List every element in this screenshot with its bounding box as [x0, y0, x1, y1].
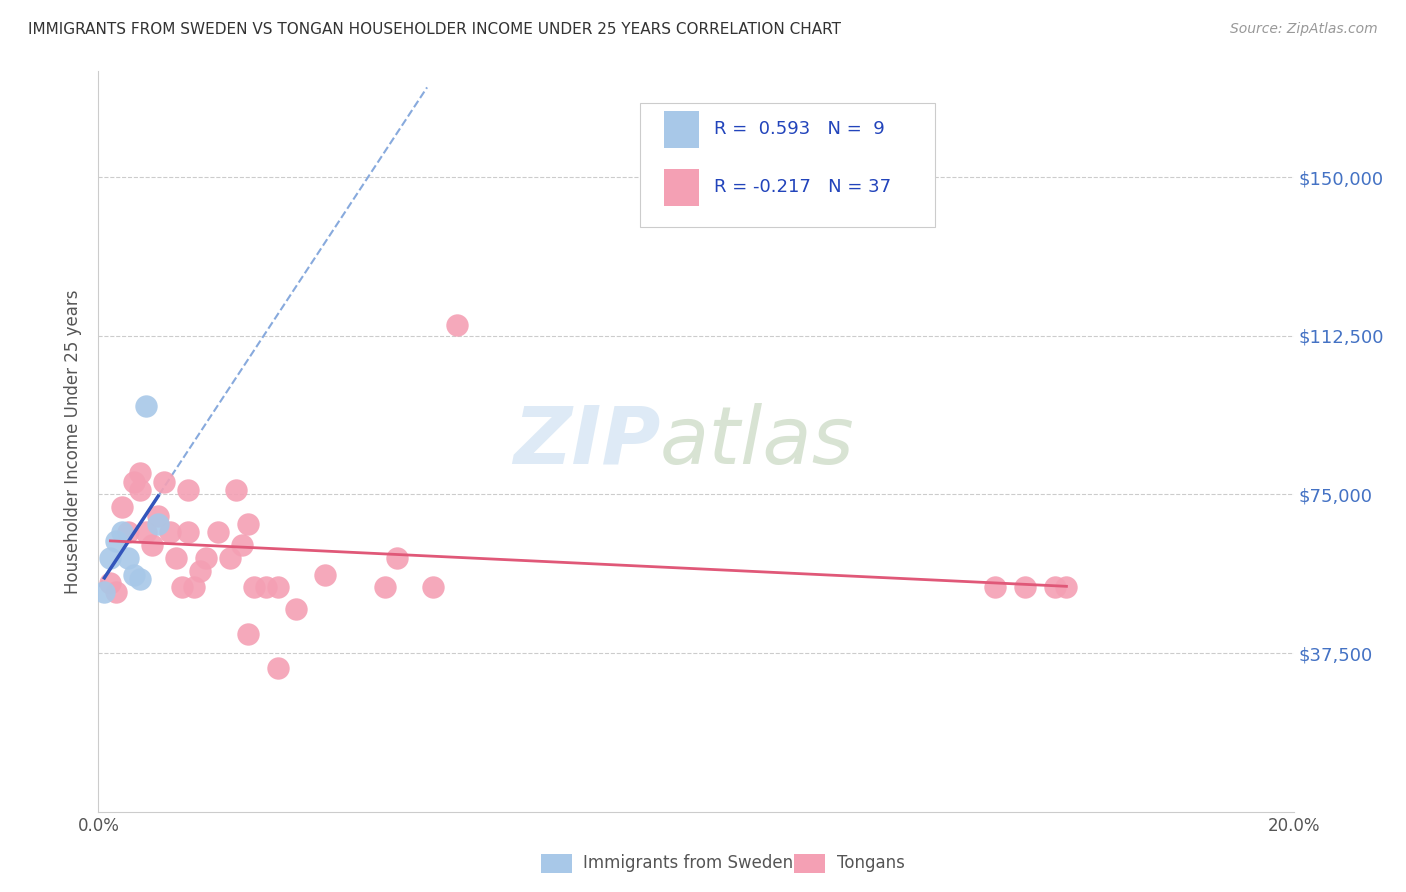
Point — [1014, 581, 1036, 595]
Point — [117, 525, 139, 540]
Point — [195, 550, 218, 565]
Point — [93, 584, 115, 599]
Point — [236, 627, 259, 641]
Point — [124, 567, 146, 582]
Point — [153, 475, 176, 489]
Point — [1056, 581, 1078, 595]
Y-axis label: Householder Income Under 25 years: Householder Income Under 25 years — [65, 289, 83, 594]
Point — [129, 572, 152, 586]
Point — [267, 661, 290, 675]
Point — [129, 483, 152, 498]
Text: Tongans: Tongans — [837, 855, 904, 872]
Point — [374, 581, 396, 595]
Point — [129, 467, 152, 481]
Point — [124, 475, 146, 489]
Point — [98, 550, 122, 565]
Point — [446, 318, 468, 333]
Point — [284, 601, 307, 615]
Point — [243, 581, 266, 595]
Point — [105, 584, 128, 599]
Point — [236, 516, 259, 531]
Point — [188, 564, 211, 578]
Point — [111, 500, 134, 515]
Point — [385, 550, 409, 565]
Point — [219, 550, 242, 565]
Point — [135, 525, 157, 540]
Point — [111, 525, 134, 540]
Point — [1043, 581, 1066, 595]
Point — [148, 508, 170, 523]
Point — [177, 525, 200, 540]
Point — [141, 538, 163, 552]
Point — [172, 581, 194, 595]
Point — [231, 538, 253, 552]
Text: R =  0.593   N =  9: R = 0.593 N = 9 — [714, 120, 884, 138]
Point — [984, 581, 1007, 595]
Point — [159, 525, 181, 540]
Point — [183, 581, 205, 595]
Point — [207, 525, 229, 540]
Point — [225, 483, 247, 498]
Point — [177, 483, 200, 498]
Text: Immigrants from Sweden: Immigrants from Sweden — [583, 855, 793, 872]
Point — [267, 581, 290, 595]
Text: IMMIGRANTS FROM SWEDEN VS TONGAN HOUSEHOLDER INCOME UNDER 25 YEARS CORRELATION C: IMMIGRANTS FROM SWEDEN VS TONGAN HOUSEHO… — [28, 22, 841, 37]
Point — [117, 550, 139, 565]
Point — [422, 581, 444, 595]
Point — [254, 581, 277, 595]
Text: R = -0.217   N = 37: R = -0.217 N = 37 — [714, 178, 891, 196]
Text: Source: ZipAtlas.com: Source: ZipAtlas.com — [1230, 22, 1378, 37]
Point — [105, 533, 128, 548]
Point — [165, 550, 187, 565]
Point — [148, 516, 170, 531]
Point — [315, 567, 337, 582]
Text: ZIP: ZIP — [513, 402, 661, 481]
Point — [135, 399, 157, 413]
Text: atlas: atlas — [661, 402, 855, 481]
Point — [98, 576, 122, 591]
